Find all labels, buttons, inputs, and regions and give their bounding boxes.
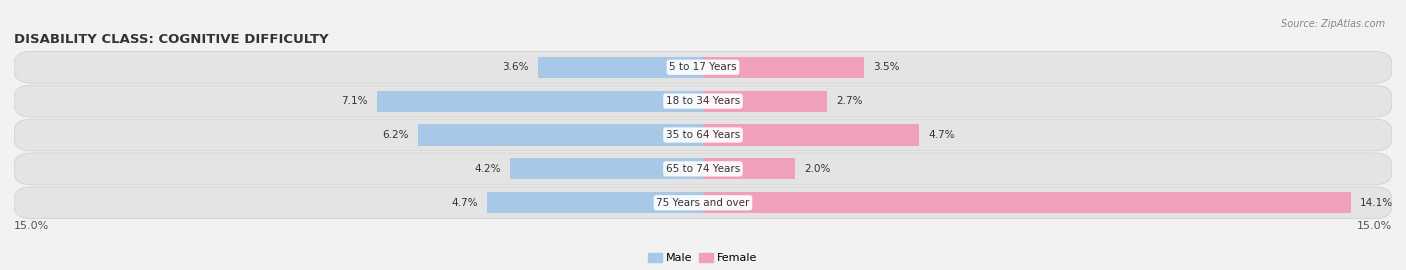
Text: 3.6%: 3.6% bbox=[502, 62, 529, 72]
Bar bbox=[537, 57, 703, 78]
Text: 14.1%: 14.1% bbox=[1360, 198, 1393, 208]
FancyBboxPatch shape bbox=[14, 119, 1392, 151]
Legend: Male, Female: Male, Female bbox=[644, 248, 762, 268]
Text: 4.7%: 4.7% bbox=[451, 198, 478, 208]
Bar bbox=[703, 192, 1351, 213]
FancyBboxPatch shape bbox=[14, 85, 1392, 117]
FancyBboxPatch shape bbox=[14, 187, 1392, 219]
Text: 15.0%: 15.0% bbox=[14, 221, 49, 231]
Text: 6.2%: 6.2% bbox=[382, 130, 409, 140]
Text: 3.5%: 3.5% bbox=[873, 62, 900, 72]
Text: 7.1%: 7.1% bbox=[342, 96, 368, 106]
Text: 2.0%: 2.0% bbox=[804, 164, 831, 174]
Text: 35 to 64 Years: 35 to 64 Years bbox=[666, 130, 740, 140]
Bar bbox=[418, 124, 703, 146]
Text: 5 to 17 Years: 5 to 17 Years bbox=[669, 62, 737, 72]
FancyBboxPatch shape bbox=[14, 153, 1392, 185]
Bar bbox=[377, 91, 703, 112]
Text: Source: ZipAtlas.com: Source: ZipAtlas.com bbox=[1281, 19, 1385, 29]
Bar bbox=[703, 91, 827, 112]
Bar bbox=[486, 192, 703, 213]
Text: 18 to 34 Years: 18 to 34 Years bbox=[666, 96, 740, 106]
Bar bbox=[703, 158, 794, 179]
Text: 75 Years and over: 75 Years and over bbox=[657, 198, 749, 208]
Text: 2.7%: 2.7% bbox=[837, 96, 863, 106]
Text: 4.7%: 4.7% bbox=[928, 130, 955, 140]
Text: 15.0%: 15.0% bbox=[1357, 221, 1392, 231]
Text: 4.2%: 4.2% bbox=[474, 164, 501, 174]
Bar bbox=[703, 124, 920, 146]
Bar bbox=[510, 158, 703, 179]
Text: DISABILITY CLASS: COGNITIVE DIFFICULTY: DISABILITY CLASS: COGNITIVE DIFFICULTY bbox=[14, 33, 329, 46]
FancyBboxPatch shape bbox=[14, 51, 1392, 83]
Bar bbox=[703, 57, 863, 78]
Text: 65 to 74 Years: 65 to 74 Years bbox=[666, 164, 740, 174]
